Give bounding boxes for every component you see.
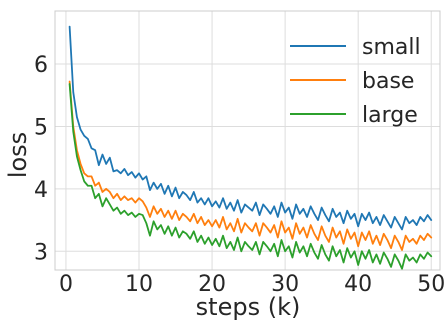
legend-label-base: base	[362, 69, 414, 94]
series-line-base	[68, 80, 433, 251]
legend: small base large	[290, 35, 421, 128]
y-tick-label: 3	[34, 240, 48, 265]
series-lines	[68, 25, 433, 270]
x-tick-label: 20	[198, 272, 226, 297]
x-tick-label: 40	[344, 272, 372, 297]
y-axis-label: loss	[4, 132, 32, 178]
series-line-large	[68, 83, 433, 270]
legend-label-large: large	[362, 103, 418, 128]
series-line-small	[68, 25, 433, 231]
x-tick-label: 50	[417, 272, 444, 297]
x-tick-label: 30	[271, 272, 299, 297]
x-tick-label: 10	[125, 272, 153, 297]
x-tick-labels: 0 10 20 30 40 50	[59, 272, 444, 297]
grid-lines	[55, 11, 440, 270]
y-tick-label: 4	[34, 178, 48, 203]
plot-frame	[54, 10, 441, 271]
x-axis-label: steps (k)	[196, 293, 301, 321]
x-tick-label: 0	[59, 272, 73, 297]
y-tick-label: 6	[34, 53, 48, 78]
legend-label-small: small	[362, 35, 421, 60]
y-tick-label: 5	[34, 115, 48, 140]
y-tick-labels: 3 4 5 6	[34, 53, 48, 265]
